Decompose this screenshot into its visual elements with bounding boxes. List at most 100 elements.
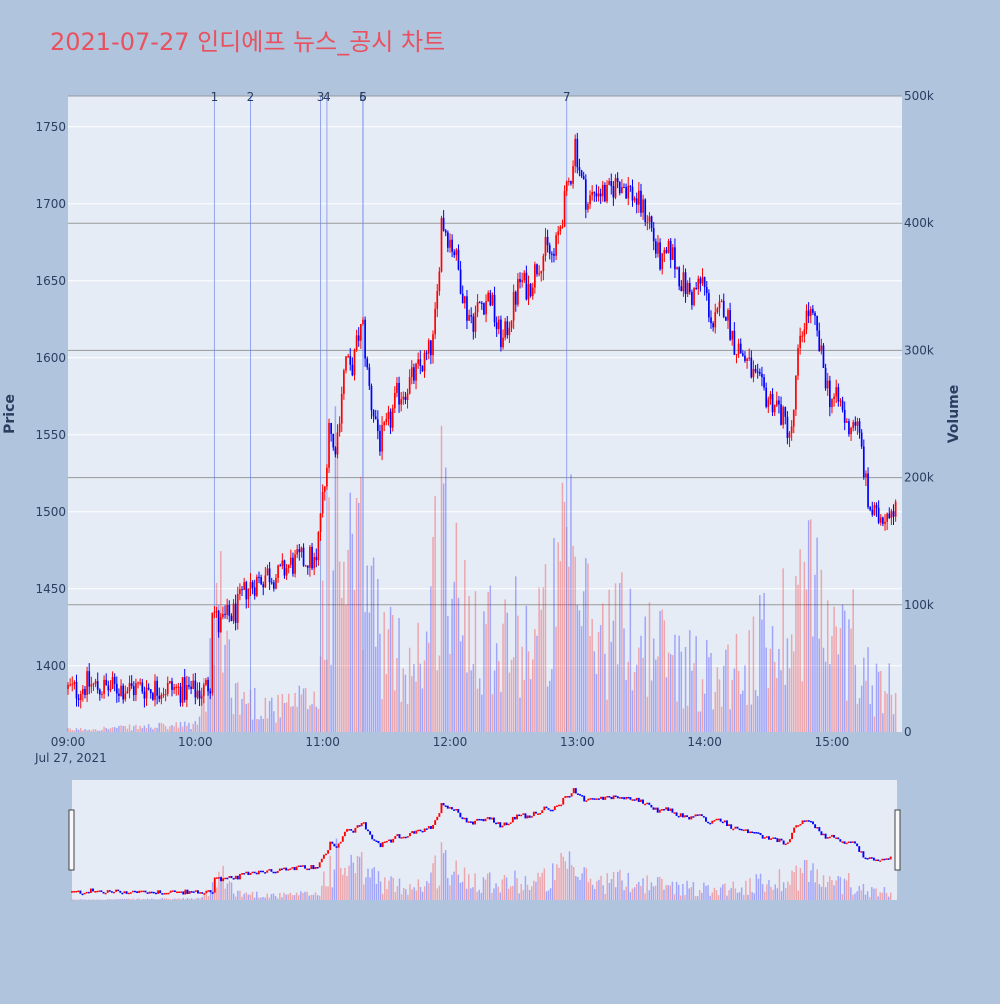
slider-volume-bar — [493, 888, 494, 900]
slider-candle — [296, 866, 298, 870]
candle-body — [394, 393, 396, 408]
slider-volume-bar — [153, 899, 154, 900]
candle-body — [568, 181, 570, 182]
slider-volume-bar — [693, 882, 694, 900]
slider-candle — [344, 832, 346, 836]
volume-bar — [432, 537, 433, 732]
slider-volume-bar — [371, 869, 372, 900]
slider-candle — [312, 865, 314, 869]
slider-volume-bar — [149, 899, 150, 900]
slider-volume-bar — [781, 891, 782, 900]
volume-bar — [844, 611, 845, 732]
slider-candle — [285, 868, 287, 871]
slider-volume-bar — [453, 872, 454, 900]
volume-bar — [175, 722, 176, 732]
slider-candle — [174, 890, 176, 892]
candle-body — [827, 381, 829, 389]
candle-body — [521, 280, 523, 282]
y2-tick-label: 300k — [904, 343, 934, 357]
volume-bar — [729, 709, 730, 732]
candle-body — [615, 178, 617, 197]
candle-body — [585, 179, 587, 209]
volume-bar — [114, 727, 115, 732]
slider-volume-bar — [243, 894, 244, 900]
volume-bar — [785, 685, 786, 732]
slider-volume-bar — [873, 889, 874, 900]
slider-candle — [338, 843, 340, 847]
volume-bar — [562, 483, 563, 732]
slider-volume-bar — [837, 876, 838, 900]
range-slider-background[interactable] — [72, 780, 897, 900]
candle-body — [413, 367, 415, 380]
slider-volume-bar — [300, 891, 301, 900]
volume-bar — [88, 730, 89, 732]
volume-bar — [462, 635, 463, 732]
slider-candle — [216, 877, 218, 879]
candle-body — [865, 473, 867, 477]
slider-volume-bar — [296, 893, 297, 900]
volume-bar — [424, 660, 425, 732]
slider-volume-bar — [577, 877, 578, 900]
volume-bar — [256, 719, 257, 732]
volume-bar — [72, 730, 73, 732]
candle-body — [364, 320, 366, 359]
volume-bar — [318, 709, 319, 732]
slider-candle — [342, 836, 344, 842]
slider-candle — [644, 804, 646, 806]
range-slider[interactable] — [69, 780, 900, 900]
volume-bar — [655, 660, 656, 732]
slider-volume-bar — [724, 884, 725, 900]
volume-bar — [710, 653, 711, 732]
candle-body — [553, 254, 555, 256]
slider-candle — [875, 860, 877, 862]
slider-volume-bar — [705, 886, 706, 900]
slider-volume-bar — [844, 879, 845, 900]
range-slider-left-handle[interactable] — [69, 810, 74, 870]
slider-candle — [846, 843, 848, 845]
volume-bar — [120, 725, 121, 732]
candle-body — [818, 331, 820, 352]
slider-volume-bar — [819, 884, 820, 900]
slider-volume-bar — [273, 894, 274, 900]
candle-body — [475, 312, 477, 332]
main-plot-area[interactable] — [68, 96, 902, 732]
slider-candle — [650, 805, 652, 808]
slider-candle — [136, 891, 138, 893]
slider-volume-bar — [615, 887, 616, 900]
x-tick-label: 11:00 — [305, 735, 340, 749]
volume-bar — [481, 695, 482, 732]
candle-body — [173, 687, 175, 690]
slider-candle — [554, 806, 556, 810]
slider-candle — [543, 807, 545, 811]
candle-body — [167, 683, 169, 694]
candle-body — [748, 358, 750, 359]
slider-candle — [111, 891, 113, 893]
volume-bar — [375, 647, 376, 732]
slider-volume-bar — [237, 891, 238, 900]
candle-body — [354, 350, 356, 375]
candle-body — [349, 356, 351, 365]
candle-body — [411, 367, 413, 377]
volume-bar — [708, 657, 709, 732]
volume-bar — [296, 707, 297, 732]
slider-candle — [117, 890, 119, 892]
volume-bar — [632, 690, 633, 732]
slider-candle — [220, 877, 222, 881]
slider-candle — [760, 833, 762, 835]
candle-body — [84, 689, 86, 695]
range-slider-right-handle[interactable] — [895, 810, 900, 870]
slider-volume-bar — [785, 888, 786, 900]
slider-candle — [585, 800, 587, 802]
candle-body — [154, 681, 156, 700]
slider-volume-bar — [374, 867, 375, 900]
slider-volume-bar — [827, 882, 828, 900]
slider-volume-bar — [619, 870, 620, 900]
candle-body — [390, 412, 392, 428]
volume-bar — [517, 616, 518, 732]
slider-candle — [485, 819, 487, 821]
slider-volume-bar — [73, 899, 74, 900]
candle-body — [825, 368, 827, 388]
slider-candle — [273, 872, 275, 874]
slider-candle — [390, 840, 392, 843]
